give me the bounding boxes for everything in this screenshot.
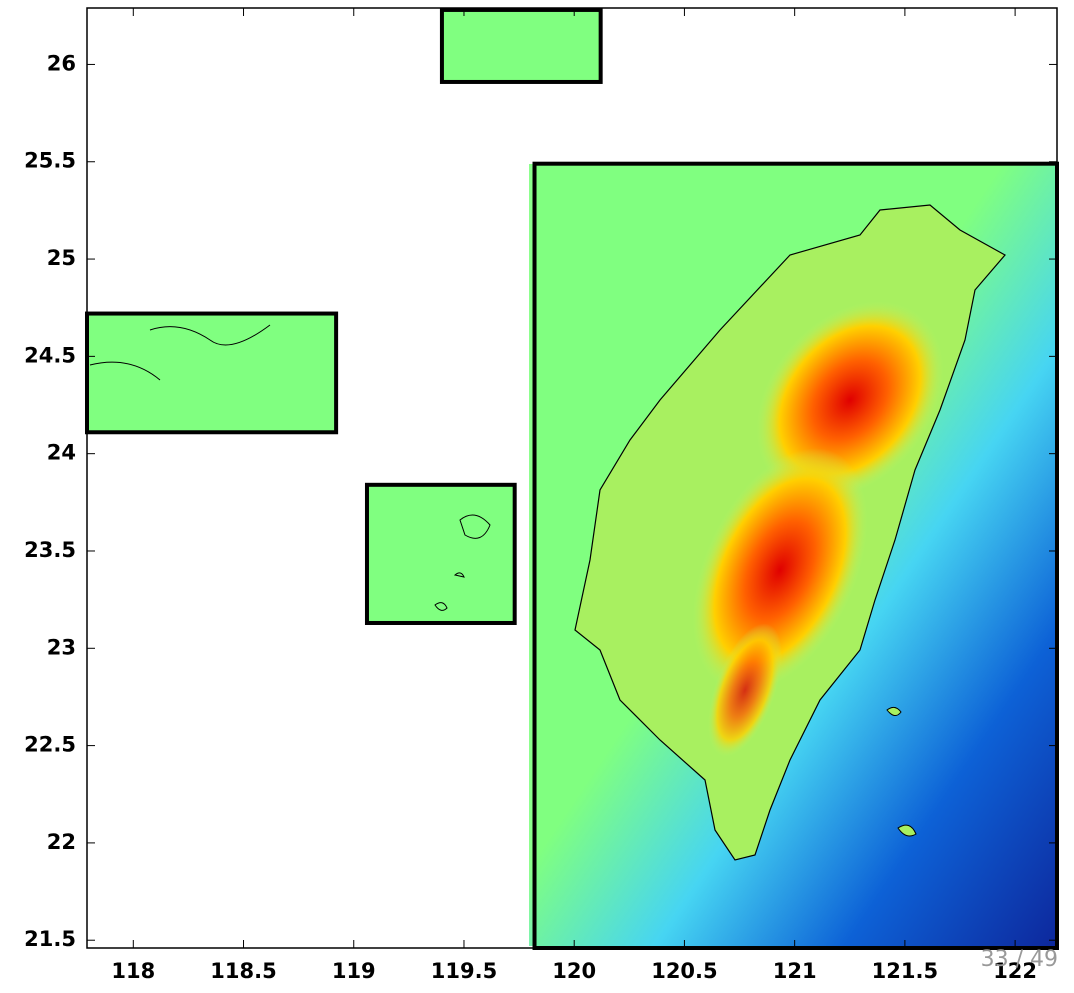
x-tick-label: 118 bbox=[111, 959, 155, 983]
terrain bbox=[89, 164, 1055, 946]
x-tick-label: 120 bbox=[552, 959, 596, 983]
y-tick-label: 22.5 bbox=[24, 733, 76, 757]
region-fill bbox=[366, 484, 515, 623]
y-tick-label: 24 bbox=[47, 441, 76, 465]
y-tick-label: 23.5 bbox=[24, 538, 76, 562]
small-islands bbox=[886, 706, 917, 837]
y-tick-label: 23 bbox=[47, 635, 76, 659]
y-tick-label: 22 bbox=[47, 830, 76, 854]
y-tick-label: 25 bbox=[47, 246, 76, 270]
x-tick-label: 121 bbox=[773, 959, 817, 983]
region-frame bbox=[85, 311, 339, 435]
x-tick-label: 122 bbox=[993, 959, 1037, 983]
region-frames bbox=[85, 7, 1059, 950]
region-frame bbox=[532, 161, 1059, 950]
y-tick-label: 24.5 bbox=[24, 343, 76, 367]
y-tick-label: 25.5 bbox=[24, 149, 76, 173]
mountain-south bbox=[708, 623, 782, 757]
x-tick-label: 119.5 bbox=[431, 959, 497, 983]
x-tick-label: 121.5 bbox=[872, 959, 938, 983]
region-fill bbox=[441, 9, 601, 82]
region-frame bbox=[439, 7, 603, 84]
page-number: 33 / 49 bbox=[981, 947, 1058, 972]
x-tick-label: 120.5 bbox=[651, 959, 717, 983]
y-tick-label: 21.5 bbox=[24, 927, 76, 951]
region-frame bbox=[364, 482, 517, 625]
region-fill bbox=[87, 313, 337, 433]
coastlines bbox=[89, 324, 491, 611]
mountain-central bbox=[692, 447, 868, 693]
axes: 118 118.5 119 119.5 120 120.5 121 121.5 122 21.5 2… bbox=[24, 8, 1057, 983]
x-tick-label: 118.5 bbox=[210, 959, 276, 983]
x-tick-label: 119 bbox=[332, 959, 376, 983]
y-tick-label: 26 bbox=[47, 51, 76, 75]
